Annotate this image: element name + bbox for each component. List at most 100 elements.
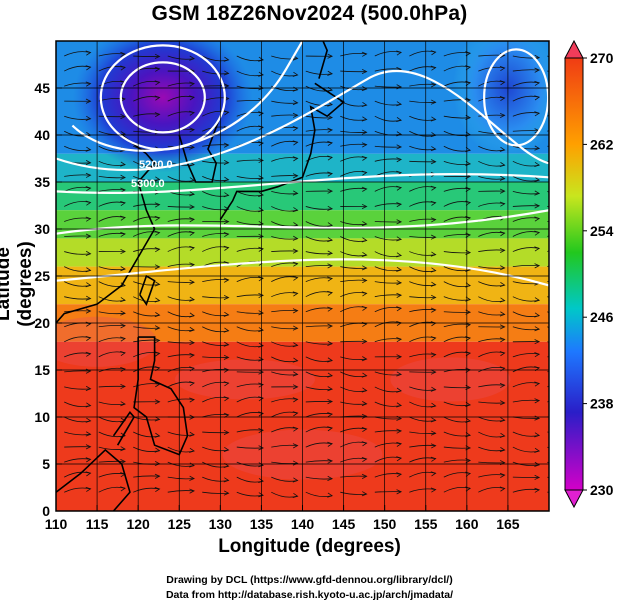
streamline <box>340 475 367 478</box>
stream-arrow <box>361 186 368 192</box>
stream-arrow <box>396 144 403 150</box>
streamline <box>409 386 436 391</box>
stream-arrow <box>327 399 333 405</box>
streamline <box>305 251 333 255</box>
stream-arrow <box>258 342 264 348</box>
streamline <box>305 401 333 403</box>
stream-arrow <box>534 161 541 167</box>
stream-arrow <box>292 100 299 106</box>
stream-arrow <box>361 203 368 210</box>
stream-arrow <box>534 474 541 480</box>
stream-arrow <box>258 310 264 316</box>
stream-arrow <box>189 296 195 302</box>
stream-arrow <box>396 387 403 393</box>
stream-arrow <box>292 156 299 162</box>
stream-arrow <box>85 402 92 408</box>
x-tick-label: 115 <box>86 516 109 532</box>
streamline <box>512 55 540 59</box>
stream-arrow <box>258 369 264 375</box>
streamline <box>512 130 540 132</box>
stream-arrow <box>327 475 333 481</box>
stream-arrow <box>292 460 299 466</box>
stream-arrow <box>85 486 92 492</box>
stream-arrow <box>430 443 437 449</box>
stream-arrow <box>430 65 437 71</box>
stream-arrow <box>85 115 92 121</box>
stream-arrow <box>327 127 333 133</box>
streamline <box>340 356 367 360</box>
stream-arrow <box>120 350 126 357</box>
streamline <box>340 279 367 283</box>
streamline <box>98 325 126 328</box>
stream-arrow <box>327 171 333 177</box>
stream-arrow <box>292 291 299 297</box>
height-contour <box>483 48 549 147</box>
streamline <box>409 236 436 238</box>
stream-arrow <box>361 237 368 243</box>
height-contour <box>119 61 206 134</box>
height-contour <box>56 69 549 172</box>
streamline <box>443 386 471 389</box>
stream-arrow <box>396 402 403 408</box>
stream-arrow <box>85 335 92 341</box>
stream-arrow <box>223 447 230 453</box>
height-contours <box>56 41 549 287</box>
stream-arrow <box>499 382 506 389</box>
stream-arrow <box>430 99 437 105</box>
streamline <box>98 311 126 315</box>
stream-arrow <box>189 447 195 453</box>
stream-arrow <box>396 280 403 286</box>
stream-arrow <box>430 471 437 477</box>
stream-arrow <box>430 294 437 300</box>
y-tick-label: 15 <box>34 362 50 378</box>
warm-patch <box>390 357 511 402</box>
stream-arrow <box>154 162 161 168</box>
stream-arrow <box>499 311 506 317</box>
stream-arrow <box>85 457 92 463</box>
stream-arrow <box>499 175 506 181</box>
streamline <box>478 266 505 269</box>
streamline <box>374 473 402 478</box>
stream-arrow <box>258 478 264 484</box>
streamline <box>409 488 436 493</box>
stream-arrow <box>534 297 541 303</box>
stream-arrow <box>396 236 403 242</box>
streamline <box>202 491 229 494</box>
streamline <box>98 175 126 179</box>
streamline <box>98 446 126 450</box>
stream-arrow <box>223 192 230 198</box>
streamline <box>98 385 126 388</box>
streamline <box>443 99 471 102</box>
stream-arrow <box>499 400 506 406</box>
streamline <box>512 69 540 72</box>
streamline <box>305 386 333 391</box>
stream-arrow <box>499 417 506 423</box>
stream-arrow <box>499 432 506 438</box>
colorbar: 230 238 246 254 262 270 <box>564 39 614 509</box>
stream-arrow <box>534 80 541 86</box>
stream-arrow <box>534 203 541 209</box>
stream-arrow <box>223 176 230 182</box>
streamline <box>340 266 367 269</box>
stream-arrow <box>430 234 437 240</box>
stream-arrow <box>361 116 368 122</box>
stream-arrow <box>189 340 195 346</box>
streamline <box>236 383 264 388</box>
y-tick-label: 5 <box>42 456 50 472</box>
streamline <box>478 249 505 252</box>
streamline <box>409 444 436 448</box>
x-tick-label: 125 <box>168 516 192 532</box>
streamline <box>64 458 91 463</box>
stream-arrow <box>189 81 195 87</box>
streamline <box>374 158 402 162</box>
stream-arrow <box>154 486 161 493</box>
streamline <box>236 446 264 449</box>
coastline <box>112 411 136 446</box>
gridlines <box>56 41 549 511</box>
stream-arrow <box>85 50 92 56</box>
stream-arrow <box>534 339 541 345</box>
stream-arrow <box>534 326 541 332</box>
coastline <box>318 41 328 79</box>
stream-arrow <box>396 219 403 225</box>
streamline <box>271 100 298 104</box>
